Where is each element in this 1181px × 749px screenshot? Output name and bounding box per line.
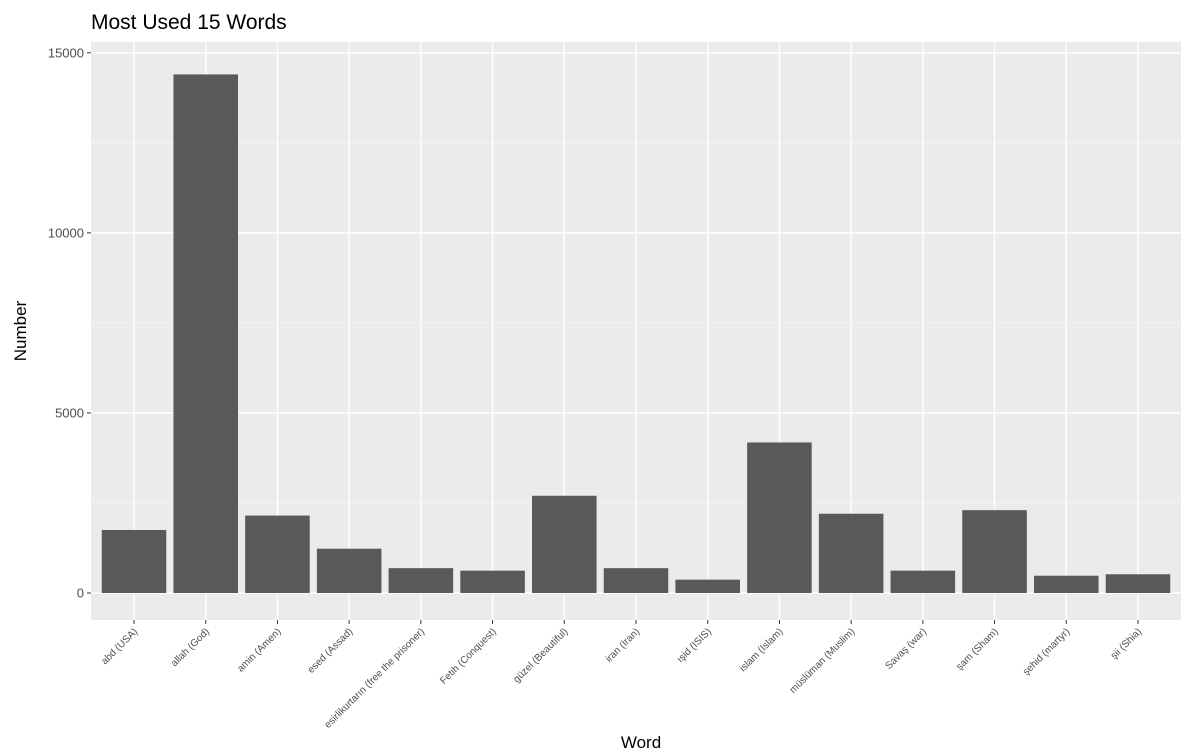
bar (962, 510, 1027, 593)
bar (388, 568, 454, 593)
x-tick-label: esed (Assad) (306, 626, 355, 675)
x-tick-label: ışid (ISIS) (675, 626, 714, 665)
bar (603, 568, 669, 593)
y-tick-label: 0 (77, 585, 84, 600)
x-tick-label: allah (God) (169, 626, 212, 669)
bar (460, 570, 525, 593)
bar (245, 515, 310, 593)
x-axis: abd (USA) allah (God) amin (Amen) esed (Ass… (99, 620, 1144, 731)
x-tick-label: şii (Shia) (1109, 626, 1144, 661)
bar (818, 513, 884, 593)
x-tick-label: müslüman (Muslim) (788, 626, 857, 695)
x-tick-label: şam (Sham) (954, 626, 1000, 672)
x-tick-label: iran (Iran) (604, 626, 642, 664)
bar (675, 579, 740, 593)
bar (890, 570, 956, 593)
bar (1105, 574, 1171, 593)
bar (316, 548, 382, 593)
bar (173, 74, 239, 593)
bar (101, 529, 167, 593)
y-axis: 0 5000 10000 15000 (48, 45, 91, 600)
x-tick-label: abd (USA) (99, 626, 140, 667)
chart-title: Most Used 15 Words (91, 11, 287, 34)
bar (1033, 575, 1099, 593)
x-tick-label: amin (Amen) (235, 626, 283, 674)
x-tick-label: şehid (martyr) (1021, 626, 1072, 677)
y-axis-title: Number (11, 300, 30, 361)
bar (532, 495, 597, 593)
x-tick-label: islam (Islam) (738, 626, 786, 674)
bar (747, 442, 812, 593)
bars (101, 74, 1171, 593)
x-axis-title: Word (621, 733, 661, 749)
x-tick-label: Fetih (Conquest) (438, 626, 498, 686)
x-tick-label: Savaş (war) (883, 626, 929, 672)
y-tick-label: 10000 (48, 225, 84, 240)
x-tick-label: güzel (Beautiful) (512, 626, 571, 685)
y-tick-label: 15000 (48, 45, 84, 60)
y-tick-label: 5000 (55, 405, 84, 420)
